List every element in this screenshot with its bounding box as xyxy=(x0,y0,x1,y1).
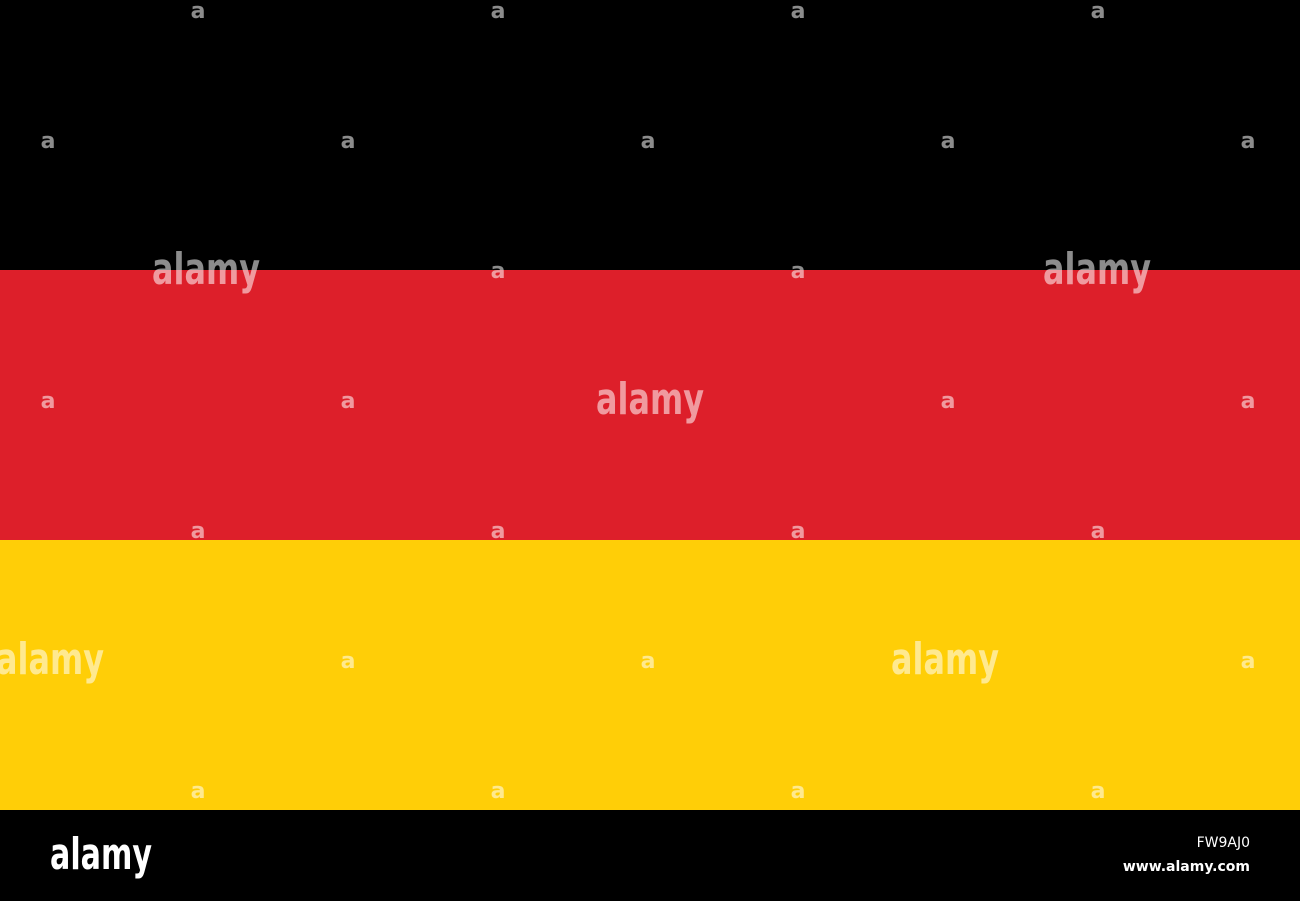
watermark-word: alamy xyxy=(0,634,104,685)
watermark-letter: a xyxy=(1241,389,1256,414)
footer-bar xyxy=(0,810,1300,901)
red-stripe xyxy=(0,270,1300,540)
black-stripe xyxy=(0,0,1300,270)
watermark-letter: a xyxy=(1241,129,1256,154)
watermark-word: alamy xyxy=(152,244,260,295)
watermark-letter: a xyxy=(491,519,506,544)
image-id: FW9AJ0 xyxy=(1197,835,1250,851)
watermark-letter: a xyxy=(791,779,806,804)
watermark-letter: a xyxy=(791,519,806,544)
watermark-letter: a xyxy=(41,389,56,414)
watermark-letter: a xyxy=(41,129,56,154)
watermark-letter: a xyxy=(341,129,356,154)
watermark-letter: a xyxy=(191,0,206,24)
watermark-letter: a xyxy=(941,389,956,414)
watermark-word: alamy xyxy=(891,634,999,685)
watermark-letter: a xyxy=(491,0,506,24)
watermarks: a a a a a a a a a a a a a a a a a a a a a a a a a a alamy alamy alam… xyxy=(0,0,1255,804)
watermark-letter: a xyxy=(341,649,356,674)
watermark-letter: a xyxy=(1091,0,1106,24)
watermark-letter: a xyxy=(491,259,506,284)
watermark-letter: a xyxy=(1241,649,1256,674)
watermark-letter: a xyxy=(641,129,656,154)
watermark-letter: a xyxy=(491,779,506,804)
watermark-word: alamy xyxy=(596,374,704,425)
watermark-letter: a xyxy=(1091,519,1106,544)
footer-brand: alamy xyxy=(50,829,152,880)
footer-url: www.alamy.com xyxy=(1123,859,1250,875)
watermark-letter: a xyxy=(941,129,956,154)
gold-stripe xyxy=(0,540,1300,810)
watermark-letter: a xyxy=(341,389,356,414)
watermark-letter: a xyxy=(791,0,806,24)
watermark-letter: a xyxy=(791,259,806,284)
watermark-letter: a xyxy=(191,519,206,544)
watermark-letter: a xyxy=(641,649,656,674)
watermark-word: alamy xyxy=(1043,244,1151,295)
watermark-letter: a xyxy=(191,779,206,804)
watermark-letter: a xyxy=(1091,779,1106,804)
